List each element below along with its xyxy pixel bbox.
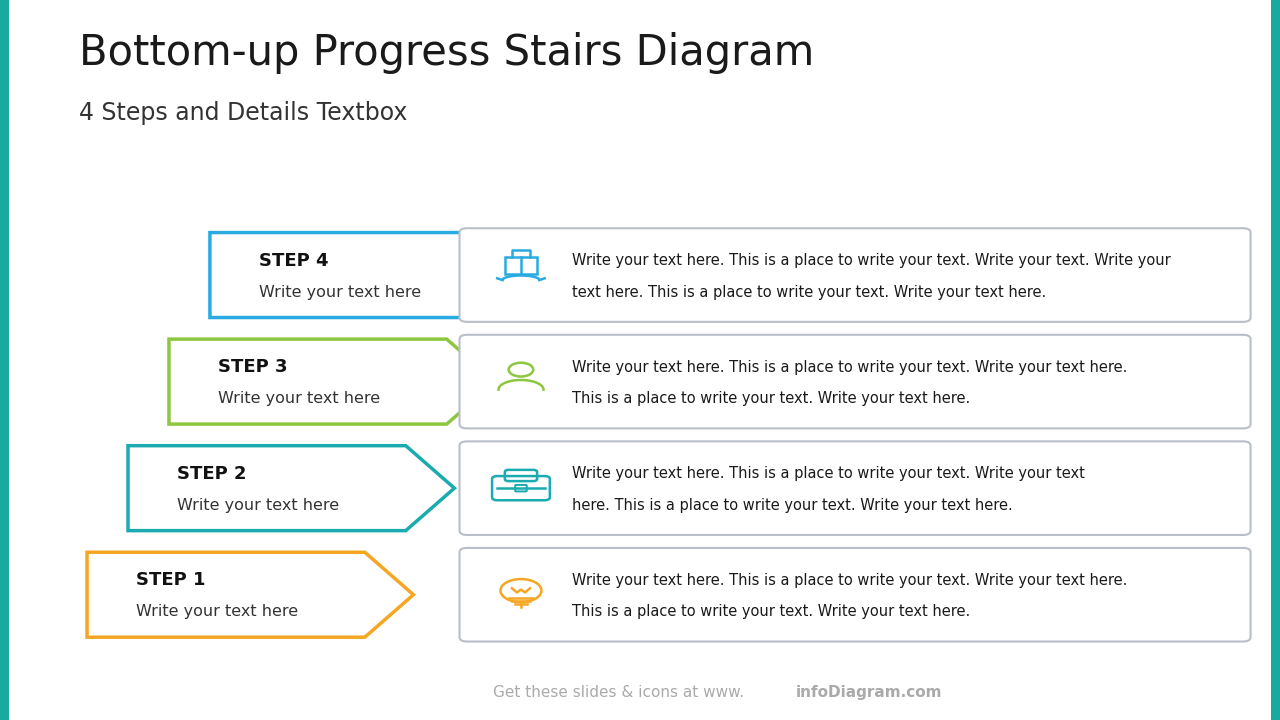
Text: Get these slides & icons at www.: Get these slides & icons at www. — [493, 685, 744, 700]
Text: text here. This is a place to write your text. Write your text here.: text here. This is a place to write your… — [572, 284, 1047, 300]
Text: infoDiagram.com: infoDiagram.com — [796, 685, 942, 700]
Text: here. This is a place to write your text. Write your text here.: here. This is a place to write your text… — [572, 498, 1012, 513]
FancyBboxPatch shape — [460, 335, 1251, 428]
Bar — [504, 257, 538, 274]
Polygon shape — [87, 552, 413, 637]
Text: Write your text here: Write your text here — [177, 498, 339, 513]
Text: 4 Steps and Details Textbox: 4 Steps and Details Textbox — [79, 101, 408, 125]
Text: Write your text here. This is a place to write your text. Write your text. Write: Write your text here. This is a place to… — [572, 253, 1171, 268]
Bar — [1271, 0, 1280, 720]
Text: This is a place to write your text. Write your text here.: This is a place to write your text. Writ… — [572, 604, 970, 619]
Text: This is a place to write your text. Write your text here.: This is a place to write your text. Writ… — [572, 391, 970, 406]
Text: STEP 3: STEP 3 — [218, 358, 287, 376]
Text: Write your text here: Write your text here — [136, 604, 298, 619]
Text: Bottom-up Progress Stairs Diagram: Bottom-up Progress Stairs Diagram — [79, 32, 814, 74]
FancyBboxPatch shape — [460, 441, 1251, 535]
Polygon shape — [128, 446, 454, 531]
Text: STEP 4: STEP 4 — [259, 251, 328, 269]
Polygon shape — [169, 339, 495, 424]
Text: Write your text here. This is a place to write your text. Write your text here.: Write your text here. This is a place to… — [572, 573, 1128, 588]
Text: Write your text here. This is a place to write your text. Write your text: Write your text here. This is a place to… — [572, 467, 1085, 481]
Text: STEP 2: STEP 2 — [177, 464, 246, 482]
FancyBboxPatch shape — [460, 228, 1251, 322]
Polygon shape — [210, 233, 536, 318]
FancyBboxPatch shape — [460, 548, 1251, 642]
Bar — [0, 0, 9, 720]
Text: Write your text here. This is a place to write your text. Write your text here.: Write your text here. This is a place to… — [572, 360, 1128, 374]
Text: Write your text here: Write your text here — [218, 391, 380, 406]
Text: STEP 1: STEP 1 — [136, 571, 205, 589]
Text: Write your text here: Write your text here — [259, 284, 421, 300]
